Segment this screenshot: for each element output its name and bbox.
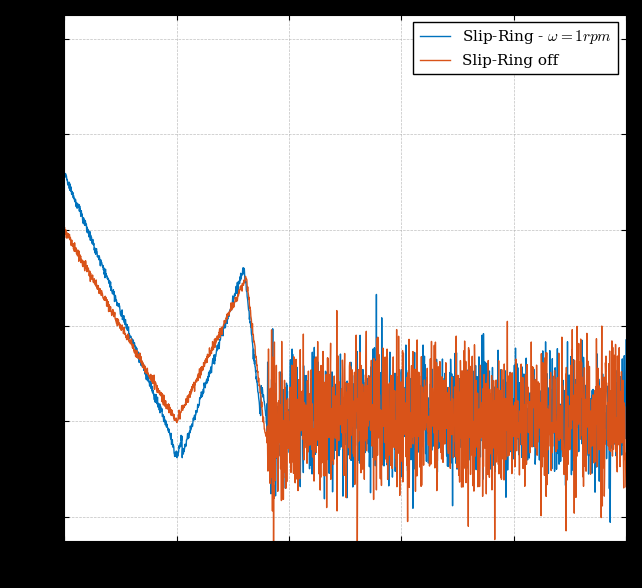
Slip-Ring - $\omega = 1 rpm$ xyxy=(60,168,68,175)
Slip-Ring - $\omega = 1 rpm$ xyxy=(606,399,614,406)
Slip-Ring off xyxy=(606,443,614,450)
Slip-Ring - $\omega = 1 rpm$ xyxy=(333,419,341,426)
Line: Slip-Ring off: Slip-Ring off xyxy=(64,227,626,551)
Slip-Ring off xyxy=(89,278,97,285)
Slip-Ring off xyxy=(606,421,614,428)
Slip-Ring - $\omega = 1 rpm$ xyxy=(89,236,97,243)
Slip-Ring off xyxy=(334,430,342,437)
Slip-Ring - $\omega = 1 rpm$ xyxy=(605,485,613,492)
Slip-Ring off xyxy=(503,392,511,399)
Slip-Ring off xyxy=(60,228,68,235)
Slip-Ring off xyxy=(60,223,68,230)
Legend: Slip-Ring - $\omega = 1 rpm$, Slip-Ring off: Slip-Ring - $\omega = 1 rpm$, Slip-Ring … xyxy=(413,22,618,74)
Slip-Ring - $\omega = 1 rpm$ xyxy=(318,405,326,412)
Line: Slip-Ring - $\omega = 1 rpm$: Slip-Ring - $\omega = 1 rpm$ xyxy=(64,172,626,522)
Slip-Ring off xyxy=(622,483,630,490)
Slip-Ring - $\omega = 1 rpm$ xyxy=(622,336,630,343)
Slip-Ring off xyxy=(354,547,361,554)
Slip-Ring - $\omega = 1 rpm$ xyxy=(606,519,614,526)
Slip-Ring off xyxy=(319,402,327,409)
Slip-Ring - $\omega = 1 rpm$ xyxy=(503,379,510,386)
